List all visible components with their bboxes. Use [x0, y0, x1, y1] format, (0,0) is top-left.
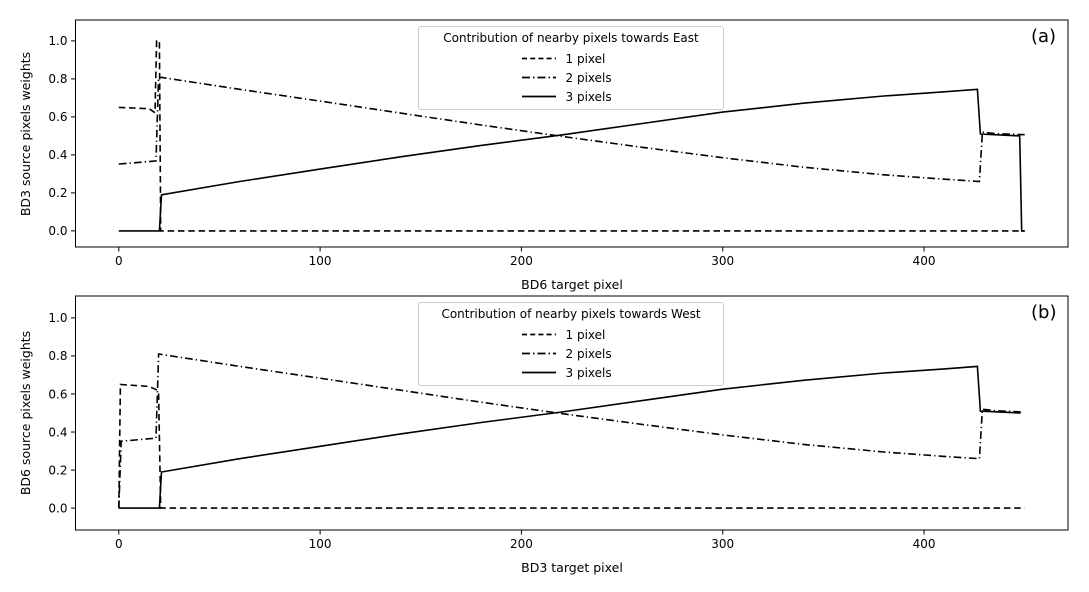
legend-entries-west: 1 pixel 2 pixels 3 pixels: [421, 325, 721, 382]
panel-label-a: (a): [1031, 26, 1057, 47]
legend-entry-label: 3 pixels: [565, 89, 612, 104]
series-line-2-pixels: [118, 76, 1025, 183]
axes-frame-0: [75, 19, 1069, 248]
y-tick-label: 0.0: [48, 501, 67, 515]
dashed-line-sample-icon: [521, 57, 556, 60]
legend-east: Contribution of nearby pixels towards Ea…: [418, 26, 724, 110]
solid-line-sample-icon: [521, 371, 556, 374]
legend-entry-label: 1 pixel: [565, 51, 606, 66]
x-tick-label: 0: [115, 537, 123, 551]
legend-entries-east: 1 pixel 2 pixels 3 pixels: [421, 49, 721, 106]
legend-entry-label: 1 pixel: [565, 327, 606, 342]
y-axis-label-bottom: BD6 source pixels weights: [18, 330, 33, 496]
y-tick-label: 0.4: [48, 148, 67, 162]
x-axis-label-bottom: BD3 target pixel: [521, 560, 623, 575]
y-tick-label: 0.4: [48, 425, 67, 439]
y-tick-label: 0.0: [48, 224, 67, 238]
y-tick-label: 1.0: [48, 34, 67, 48]
legend-entry-3-pixels: 3 pixels: [421, 363, 721, 382]
y-tick-label: 0.2: [48, 186, 67, 200]
legend-entry-2-pixels: 2 pixels: [421, 68, 721, 87]
y-tick-label: 1.0: [48, 311, 67, 325]
series-line-2-pixels: [118, 353, 1021, 509]
axes-frame-1: [75, 295, 1069, 531]
x-tick-label: 200: [510, 254, 533, 268]
legend-entry-2-pixels: 2 pixels: [421, 344, 721, 363]
legend-entry-label: 3 pixels: [565, 365, 612, 380]
series-line-1-pixel: [118, 40, 1025, 232]
y-tick-label: 0.6: [48, 110, 67, 124]
legend-west: Contribution of nearby pixels towards We…: [418, 302, 724, 386]
x-tick-label: 100: [309, 254, 332, 268]
x-tick-label: 0: [115, 254, 123, 268]
solid-line-sample-icon: [521, 95, 556, 98]
legend-entry-label: 2 pixels: [565, 346, 612, 361]
x-tick-label: 200: [510, 537, 533, 551]
series-line-1-pixel: [118, 383, 1025, 509]
x-tick-label: 100: [309, 537, 332, 551]
dashdot-line-sample-icon: [521, 76, 556, 79]
x-tick-label: 300: [711, 537, 734, 551]
x-tick-label: 300: [711, 254, 734, 268]
x-tick-label: 400: [913, 254, 936, 268]
legend-title-west: Contribution of nearby pixels towards We…: [441, 307, 701, 321]
y-tick-label: 0.8: [48, 349, 67, 363]
legend-entry-1-pixel: 1 pixel: [421, 49, 721, 68]
panel-label-b: (b): [1031, 302, 1057, 323]
series-line-3-pixels: [118, 365, 1021, 509]
y-tick-label: 0.6: [48, 387, 67, 401]
y-tick-label: 0.2: [48, 463, 67, 477]
legend-entry-1-pixel: 1 pixel: [421, 325, 721, 344]
legend-entry-3-pixels: 3 pixels: [421, 87, 721, 106]
dashed-line-sample-icon: [521, 333, 556, 336]
x-tick-label: 400: [913, 537, 936, 551]
legend-entry-label: 2 pixels: [565, 70, 612, 85]
legend-title-east: Contribution of nearby pixels towards Ea…: [443, 31, 699, 45]
series-line-3-pixels: [118, 88, 1025, 232]
dashdot-line-sample-icon: [521, 352, 556, 355]
y-tick-label: 0.8: [48, 72, 67, 86]
y-axis-label-top: BD3 source pixels weights: [18, 51, 33, 217]
x-axis-label-top: BD6 target pixel: [521, 277, 623, 292]
